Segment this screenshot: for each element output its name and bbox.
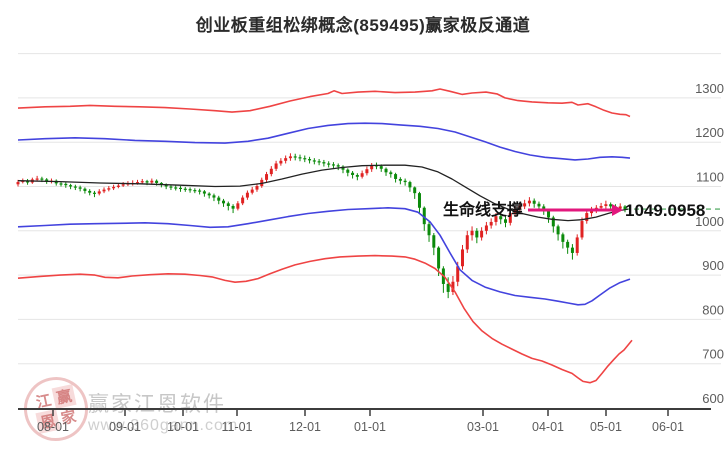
x-tick-label: 12-01 (289, 420, 321, 434)
channel-inner-upper (17, 122, 631, 161)
x-tick-label: 01-01 (354, 420, 386, 434)
channel-inner-lower (17, 207, 631, 306)
y-tick-label: 900 (702, 258, 724, 273)
lifeline (17, 164, 629, 222)
chart-title: 创业板重组松绑概念(859495)赢家极反通道 (195, 16, 531, 35)
x-tick-label: 04-01 (532, 420, 564, 434)
candlestick-series (16, 153, 627, 299)
x-tick-label: 09-01 (109, 420, 141, 434)
y-tick-label: 700 (702, 347, 724, 362)
x-tick-label: 11-01 (221, 420, 252, 434)
x-tick-label: 08-01 (37, 420, 69, 434)
channel-outer-lower (17, 254, 633, 384)
lifeline-annotation: 生命线支撑 1049.0958 (443, 200, 705, 220)
y-tick-label: 1100 (696, 170, 724, 185)
y-tick-label: 1300 (695, 81, 724, 96)
y-tick-label: 1200 (695, 125, 724, 140)
x-axis: 08-01 09-01 10-01 11-01 12-01 01-01 03-01 04-01… (18, 408, 711, 434)
y-axis-labels: 1300 1200 1100 1000 900 800 700 600 (695, 81, 724, 406)
watermark-url: www.360gann.com (88, 417, 239, 434)
lifeline-support-label: 生命线支撑 (443, 200, 523, 219)
x-tick-label: 10-01 (167, 420, 199, 434)
y-tick-label: 1000 (695, 214, 724, 229)
y-tick-label: 800 (702, 302, 724, 317)
x-tick-label: 05-01 (590, 420, 622, 434)
x-tick-label: 06-01 (652, 420, 684, 434)
y-tick-label: 600 (702, 391, 724, 406)
lifeline-support-value: 1049.0958 (625, 201, 705, 220)
channel-outer-upper (17, 88, 631, 118)
arrow-head-icon (612, 204, 623, 217)
watermark-brand: 赢家江恩软件 (88, 393, 226, 416)
x-tick-label: 03-01 (467, 420, 499, 434)
